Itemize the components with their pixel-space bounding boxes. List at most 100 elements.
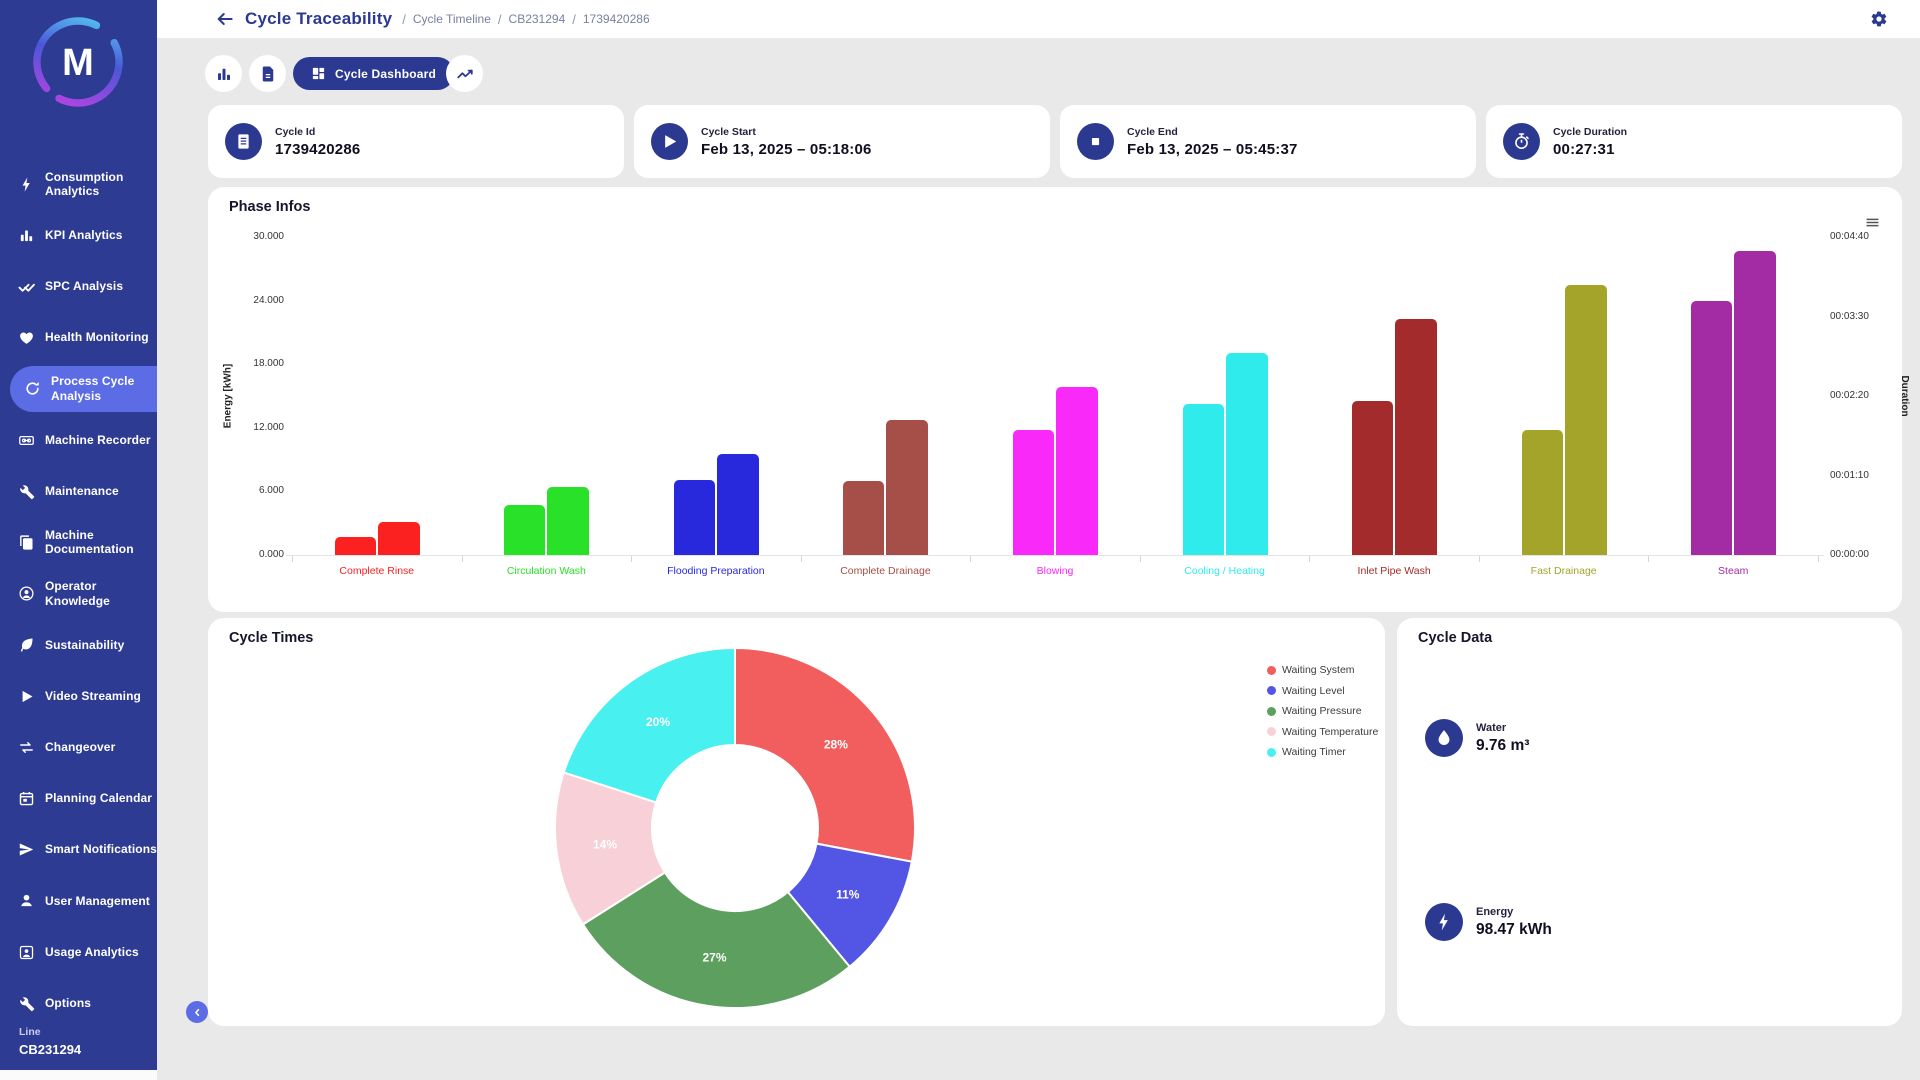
sidebar-item-label: Machine Documentation [45, 528, 134, 557]
donut-slice-percent: 14% [593, 837, 617, 851]
info-card-value: 1739420286 [275, 140, 361, 158]
info-card-label: Cycle Start [701, 125, 756, 138]
category-label-blowing: Blowing [1036, 565, 1074, 577]
donut-slice-waiting-pressure[interactable] [581, 871, 852, 1009]
sidebar-item-changeover[interactable]: Changeover [0, 724, 157, 770]
sidebar-item-process-cycle-analysis[interactable]: Process Cycle Analysis [10, 365, 157, 412]
category-label-fast-drainage: Fast Drainage [1530, 565, 1597, 577]
cycle-dashboard-label: Cycle Dashboard [335, 66, 437, 81]
sidebar-item-maintenance[interactable]: Maintenance [0, 468, 157, 514]
logo-letter: M [62, 42, 94, 84]
sidebar-item-kpi-analytics[interactable]: KPI Analytics [0, 212, 157, 258]
document-icon [225, 123, 262, 160]
duration-bar-complete-rinse[interactable] [377, 522, 420, 555]
donut-slice-waiting-timer[interactable] [562, 646, 736, 804]
duration-bar-inlet-pipe-wash[interactable] [1395, 318, 1438, 555]
sidebar-item-machine-recorder[interactable]: Machine Recorder [0, 417, 157, 463]
right-axis-tick-label: 00:02:20 [1830, 390, 1869, 401]
sidebar-collapse-button[interactable] [186, 1001, 208, 1023]
sidebar-item-operator-knowledge[interactable]: Operator Knowledge [0, 571, 157, 617]
sidebar-item-consumption-analytics[interactable]: Consumption Analytics [0, 161, 157, 207]
sidebar-item-label: Process Cycle Analysis [51, 374, 135, 403]
report-view-button[interactable] [249, 55, 286, 92]
stop-icon [1077, 123, 1114, 160]
legend-item-waiting-timer[interactable]: Waiting Timer [1267, 746, 1378, 758]
energy-bar-blowing[interactable] [1013, 429, 1054, 555]
sidebar-item-smart-notifications[interactable]: Smart Notifications [0, 827, 157, 873]
cycle-dashboard-button[interactable]: Cycle Dashboard [293, 57, 455, 90]
sidebar-item-machine-documentation[interactable]: Machine Documentation [0, 519, 157, 565]
info-card-label: Cycle Id [275, 125, 316, 138]
duration-bar-fast-drainage[interactable] [1564, 284, 1607, 555]
legend-item-waiting-level[interactable]: Waiting Level [1267, 685, 1378, 697]
sidebar-item-video-streaming[interactable]: Video Streaming [0, 673, 157, 719]
droplet-icon [1425, 719, 1463, 757]
sidebar-item-spc-analysis[interactable]: SPC Analysis [0, 263, 157, 309]
energy-bar-inlet-pipe-wash[interactable] [1352, 401, 1394, 555]
left-axis-tick-label: 6.000 [258, 485, 284, 497]
breadcrumb-item-cb231294[interactable]: CB231294 [508, 12, 566, 26]
right-axis-title: Duration [1899, 375, 1911, 417]
info-card-cycle-start: Cycle Start Feb 13, 2025 – 05:18:06 [634, 105, 1050, 178]
sidebar-item-health-monitoring[interactable]: Health Monitoring [0, 315, 157, 361]
left-axis-tick-label: 24.000 [253, 294, 284, 306]
legend-item-waiting-pressure[interactable]: Waiting Pressure [1267, 705, 1378, 717]
legend-item-waiting-system[interactable]: Waiting System [1267, 664, 1378, 676]
donut-slice-percent: 27% [702, 950, 726, 964]
user-icon [18, 892, 35, 909]
sidebar-item-sustainability[interactable]: Sustainability [0, 622, 157, 668]
energy-bar-cooling-heating[interactable] [1182, 404, 1224, 555]
duration-bar-complete-drainage[interactable] [886, 419, 929, 555]
energy-bar-complete-rinse[interactable] [334, 536, 376, 555]
chevron-left-icon [191, 1006, 204, 1019]
energy-bar-complete-drainage[interactable] [843, 480, 885, 555]
sidebar-item-planning-calendar[interactable]: Planning Calendar [0, 775, 157, 821]
gear-icon[interactable] [1870, 10, 1888, 28]
donut-slice-waiting-system[interactable] [734, 646, 916, 863]
chart-menu-icon[interactable] [1863, 213, 1882, 229]
energy-bar-flooding-preparation[interactable] [673, 479, 715, 555]
header: Cycle Traceability / Cycle Timeline / CB231… [157, 0, 1920, 38]
trend-view-button[interactable] [446, 55, 483, 92]
sidebar-item-label: KPI Analytics [45, 227, 123, 242]
energy-bar-circulation-wash[interactable] [504, 505, 546, 555]
duration-bar-cooling-heating[interactable] [1225, 352, 1268, 555]
info-card-cycle-id: Cycle Id 1739420286 [208, 105, 624, 178]
cycle-icon [24, 380, 41, 397]
legend-label: Waiting Level [1282, 684, 1345, 697]
legend-label: Waiting Timer [1282, 746, 1346, 758]
duration-bar-circulation-wash[interactable] [547, 486, 590, 555]
cycle-data-card: Cycle Data Water 9.76 m³ Energy 98.47 kWh [1397, 618, 1902, 1026]
duration-bar-steam[interactable] [1734, 250, 1777, 555]
left-axis-title: Energy [kWh] [222, 363, 234, 429]
x-axis-tick [1818, 556, 1819, 562]
sidebar-item-label: Sustainability [45, 637, 125, 652]
lightning-icon [1425, 903, 1463, 941]
metric-value: 9.76 m³ [1476, 736, 1530, 754]
back-arrow-icon[interactable] [215, 9, 235, 29]
sidebar-item-options[interactable]: Options [0, 980, 157, 1026]
duration-bar-blowing[interactable] [1056, 386, 1098, 555]
calendar-icon [18, 790, 35, 807]
breadcrumb-item-1739420286[interactable]: 1739420286 [582, 12, 650, 26]
sidebar-item-usage-analytics[interactable]: Usage Analytics [0, 929, 157, 975]
legend-dot-icon [1267, 747, 1276, 757]
legend-item-waiting-temperature[interactable]: Waiting Temperature [1267, 726, 1378, 738]
sidebar-item-label: Operator Knowledge [45, 579, 110, 608]
breadcrumb-item-cycle-timeline[interactable]: Cycle Timeline [412, 12, 491, 26]
energy-bar-fast-drainage[interactable] [1521, 429, 1563, 555]
heart-icon [18, 329, 35, 346]
right-axis-tick-label: 00:04:40 [1830, 231, 1869, 242]
file-icon [259, 65, 277, 83]
duration-bar-flooding-preparation[interactable] [716, 453, 759, 555]
energy-bar-steam[interactable] [1691, 300, 1733, 555]
user-badge-icon [18, 944, 35, 961]
x-axis-tick [1478, 556, 1480, 562]
x-axis-tick [1139, 556, 1141, 562]
bar-chart-icon [215, 65, 233, 83]
sidebar-item-user-management[interactable]: User Management [0, 878, 157, 924]
lightning-icon [18, 176, 35, 193]
donut-slice-waiting-temperature[interactable] [554, 771, 667, 926]
bar-chart-view-button[interactable] [205, 55, 242, 92]
cycle-data-title: Cycle Data [1418, 630, 1493, 646]
